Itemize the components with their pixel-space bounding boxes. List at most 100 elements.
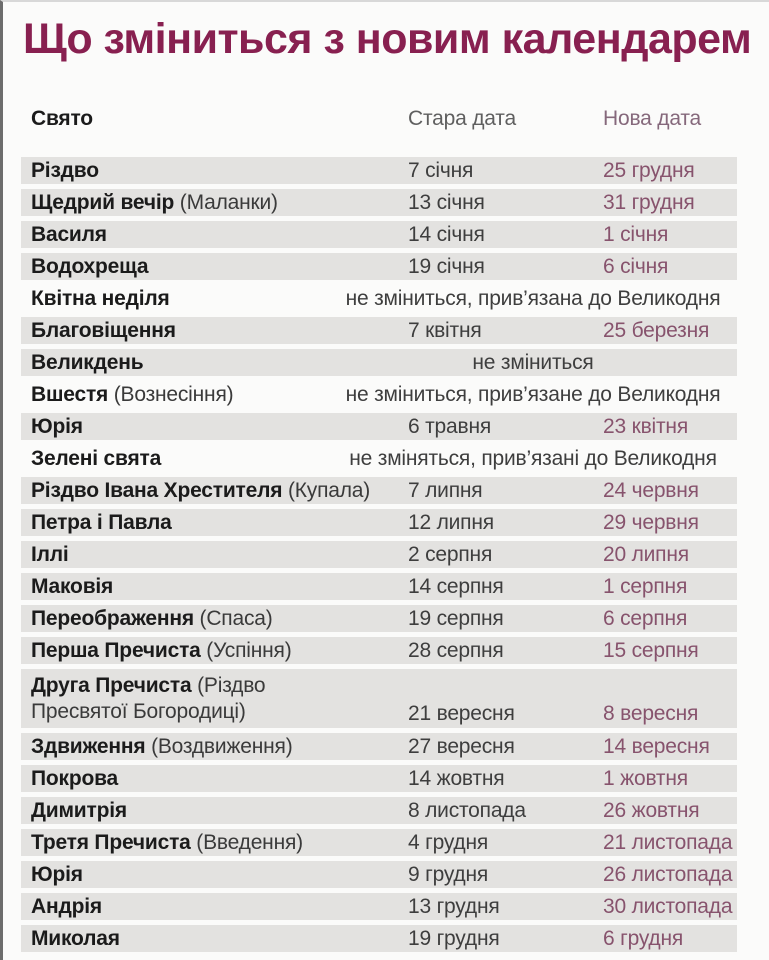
holiday-name: Щедрий вечір [31,191,175,214]
holiday-name: Юрія [31,415,83,438]
table-row: Зелені свята не зміняться, прив’язані до… [21,445,737,472]
holiday-name-cell: Здвиження (Воздвиження) [31,733,293,760]
table-row: Юрія 9 грудня 26 листопада [21,861,737,888]
holiday-name-cell: Іллі [31,541,69,568]
holiday-name: Водохреща [31,255,149,278]
new-date: 25 грудня [603,159,695,182]
holiday-name-cell: Вшестя (Вознесіння) [31,381,234,408]
table-row: Юрія 6 травня 23 квітня [21,413,737,440]
new-date: 1 січня [603,223,669,246]
no-change-note: не зміниться [472,351,594,374]
table-row: Андрія 13 грудня 30 листопада [21,893,737,920]
new-date: 23 квітня [603,415,688,438]
holiday-name: Покрова [31,767,118,790]
table-row: Маковія 14 серпня 1 серпня [21,573,737,600]
old-date: 4 грудня [408,831,489,854]
holiday-name-cell: Перша Пречиста (Успіння) [31,637,292,664]
old-date: 2 серпня [408,543,493,566]
holiday-name-cell: Юрія [31,861,83,888]
header-old-date-label: Стара дата [408,107,516,130]
old-date: 14 жовтня [408,767,505,790]
table-row: Петра і Павла 12 липня 29 червня [21,509,737,536]
new-date: 21 листопада [603,831,733,854]
table-row: Щедрий вечір (Маланки) 13 січня 31 грудн… [21,189,737,216]
table-row: Василя 14 січня 1 січня [21,221,737,248]
holiday-table: Різдво 7 січня 25 грудня Щедрий вечір (М… [3,157,769,952]
table-row: Великдень не зміниться [21,349,737,376]
table-row: Третя Пречиста (Введення) 4 грудня 21 ли… [21,829,737,856]
old-date: 14 січня [408,223,485,246]
old-date: 19 січня [408,255,485,278]
holiday-name-cell: Петра і Павла [31,509,172,536]
header-holiday-label: Свято [31,107,93,130]
new-date: 30 листопада [603,895,733,918]
table-row: Різдво 7 січня 25 грудня [21,157,737,184]
holiday-name: Різдво Івана Хрестителя [31,479,283,502]
old-date: 8 листопада [408,799,526,822]
holiday-name: Юрія [31,863,83,886]
table-row: Вшестя (Вознесіння) не зміниться, прив’я… [21,381,737,408]
holiday-name: Різдво [31,159,99,182]
new-date: 25 березня [603,319,710,342]
table-row: Квітна неділя не зміниться, прив’язана д… [21,285,737,312]
table-row: Водохреща 19 січня 6 січня [21,253,737,280]
holiday-name: Третя Пречиста [31,831,191,854]
new-date: 8 вересня [603,702,699,725]
holiday-name-cell: Друга Пречиста (Різдво Пресвятої Богород… [31,673,266,725]
new-date: 6 грудня [603,927,684,950]
table-row: Іллі 2 серпня 20 липня [21,541,737,568]
holiday-name-cell: Покрова [31,765,118,792]
table-row: Покрова 14 жовтня 1 жовтня [21,765,737,792]
holiday-name: Вшестя [31,383,109,406]
new-date: 26 жовтня [603,799,700,822]
table-row: Миколая 19 грудня 6 грудня [21,925,737,952]
old-date: 13 грудня [408,895,500,918]
holiday-name: Петра і Павла [31,511,172,534]
holiday-name: Миколая [31,927,120,950]
holiday-name-cell: Водохреща [31,253,149,280]
new-date: 1 жовтня [603,767,688,790]
holiday-name-cell: Андрія [31,893,102,920]
old-date: 27 вересня [408,735,515,758]
holiday-name: Переображення [31,607,194,630]
table-header: Свято Стара дата Нова дата [21,106,737,131]
holiday-name-detail: (Різдво Пресвятої Богородиці) [31,674,266,723]
holiday-name: Перша Пречиста [31,639,201,662]
holiday-name: Здвиження [31,735,146,758]
old-date: 7 квітня [408,319,482,342]
holiday-name-detail: (Успіння) [206,639,292,662]
old-date: 21 вересня [408,702,515,725]
holiday-name: Друга Пречиста [31,674,192,697]
holiday-name: Маковія [31,575,114,598]
holiday-name-cell: Переображення (Спаса) [31,605,273,632]
new-date: 1 серпня [603,575,688,598]
holiday-name: Квітна неділя [31,287,170,310]
holiday-name: Іллі [31,543,69,566]
old-date: 19 серпня [408,607,504,630]
new-date: 14 вересня [603,735,710,758]
holiday-name-detail: (Спаса) [199,607,273,630]
holiday-name-cell: Маковія [31,573,113,600]
no-change-note: не зміниться, прив’язане до Великодня [345,383,721,406]
table-row: Здвиження (Воздвиження) 27 вересня 14 ве… [21,733,737,760]
holiday-name-detail: (Воздвиження) [151,735,293,758]
old-date: 19 грудня [408,927,500,950]
holiday-name-detail: (Купала) [287,479,371,502]
old-date: 12 липня [408,511,494,534]
new-date: 24 червня [603,479,699,502]
old-date: 9 грудня [408,863,489,886]
new-date: 6 січня [603,255,669,278]
table-row: Благовіщення 7 квітня 25 березня [21,317,737,344]
old-date: 14 серпня [408,575,504,598]
holiday-name-detail: (Маланки) [179,191,278,214]
page-title: Що зміниться з новим календарем [23,15,752,63]
new-date: 26 листопада [603,863,733,886]
table-row: Друга Пречиста (Різдво Пресвятої Богород… [21,669,737,728]
table-row: Димитрія 8 листопада 26 жовтня [21,797,737,824]
holiday-name-cell: Різдво Івана Хрестителя (Купала) [31,477,370,504]
holiday-name-cell: Димитрія [31,797,127,824]
holiday-name-cell: Зелені свята [31,445,161,472]
old-date: 7 липня [408,479,483,502]
old-date: 6 травня [408,415,492,438]
